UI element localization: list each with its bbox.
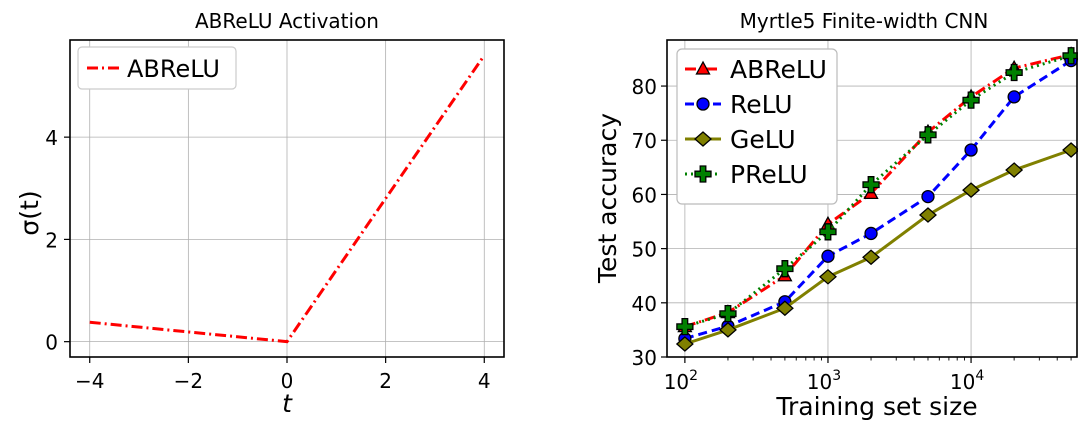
right-point-gelu	[918, 207, 937, 223]
right-point-relu	[821, 249, 835, 263]
right-point-gelu	[775, 300, 794, 317]
right-point-prelu	[676, 318, 694, 336]
right-point-prelu	[719, 304, 737, 323]
right-ytick-label: 70	[632, 129, 657, 153]
right-legend-marker-gelu	[694, 131, 712, 147]
left-ytick-label: 2	[45, 228, 58, 252]
right-ytick-label: 50	[632, 238, 657, 262]
right-legend-label-relu: ReLU	[730, 90, 793, 119]
right-point-prelu	[919, 126, 937, 144]
right-point-relu	[864, 226, 878, 241]
right-point-prelu	[862, 176, 880, 194]
right-point-gelu	[1005, 162, 1024, 178]
right-point-relu	[921, 189, 935, 204]
right-xlabel: Training set size	[775, 392, 977, 421]
left-xtick-label: 2	[379, 369, 392, 393]
right-point-gelu	[818, 268, 837, 285]
left-xtick-label: 0	[281, 369, 294, 393]
left-series-line-abrelu	[89, 54, 486, 344]
right-point-prelu	[776, 260, 794, 278]
right-point-relu	[1007, 90, 1021, 104]
right-point-gelu	[862, 249, 881, 266]
left-ylabel: σ(t)	[15, 190, 44, 235]
right-point-gelu	[962, 182, 981, 198]
left-xtick-label: −2	[174, 369, 203, 393]
right-ytick-label: 30	[632, 346, 657, 370]
right-legend-marker-abrelu	[695, 60, 711, 75]
left-ytick-label: 0	[45, 331, 58, 355]
right-ytick-label: 40	[632, 292, 657, 316]
right-point-prelu	[1062, 47, 1078, 65]
right-xtick-label: 104	[950, 368, 984, 394]
left-xtick-label: 4	[478, 369, 491, 393]
right-legend-box	[676, 48, 838, 205]
right-ytick-label: 60	[632, 183, 657, 207]
right-title: Myrtle5 Finite-width CNN	[740, 9, 989, 33]
right-ylabel: Test accuracy	[593, 113, 622, 284]
right-legend-label-gelu: GeLU	[730, 125, 796, 154]
right-legend-marker-relu	[696, 97, 710, 111]
right-legend: ABReLU ReLU GeLU PReLU	[676, 48, 838, 205]
right-legend-marker-prelu	[694, 165, 712, 183]
chart-left: ABReLU Activation −4 −2 0 2 4 0 2 4 t σ(t) ABRe…	[15, 9, 505, 418]
right-point-gelu	[675, 336, 694, 352]
right-point-prelu	[1005, 63, 1023, 82]
chart-right: Myrtle5 Finite-width CNN 102 103 104 30 40 50…	[593, 9, 1078, 421]
right-series-prelu	[676, 47, 1078, 336]
right-point-gelu	[1062, 142, 1078, 158]
right-series-line-prelu	[684, 54, 1072, 329]
left-title: ABReLU Activation	[195, 9, 379, 33]
left-legend-box	[77, 46, 237, 90]
right-legend-label-abrelu: ABReLU	[730, 55, 827, 84]
left-legend: ABReLU	[77, 46, 237, 90]
left-ytick-label: 4	[45, 126, 58, 150]
right-ytick-label: 80	[632, 75, 657, 99]
right-axes-frame	[666, 39, 1078, 358]
left-xtick-label: −4	[75, 369, 104, 393]
right-ticks: 102 103 104 30 40 50 60 70 80	[632, 75, 1072, 394]
left-ticks: −4 −2 0 2 4 0 2 4	[45, 126, 490, 393]
right-xtick-label: 103	[807, 368, 841, 394]
right-point-gelu	[718, 322, 737, 338]
left-plot-area	[89, 54, 486, 344]
right-point-relu	[964, 143, 978, 157]
left-legend-label-abrelu: ABReLU	[127, 55, 220, 83]
right-xtick-label: 102	[664, 368, 698, 394]
right-legend-label-prelu: PReLU	[730, 160, 808, 189]
right-point-prelu	[819, 223, 837, 241]
left-xlabel: t	[282, 389, 293, 418]
right-point-prelu	[962, 91, 980, 109]
